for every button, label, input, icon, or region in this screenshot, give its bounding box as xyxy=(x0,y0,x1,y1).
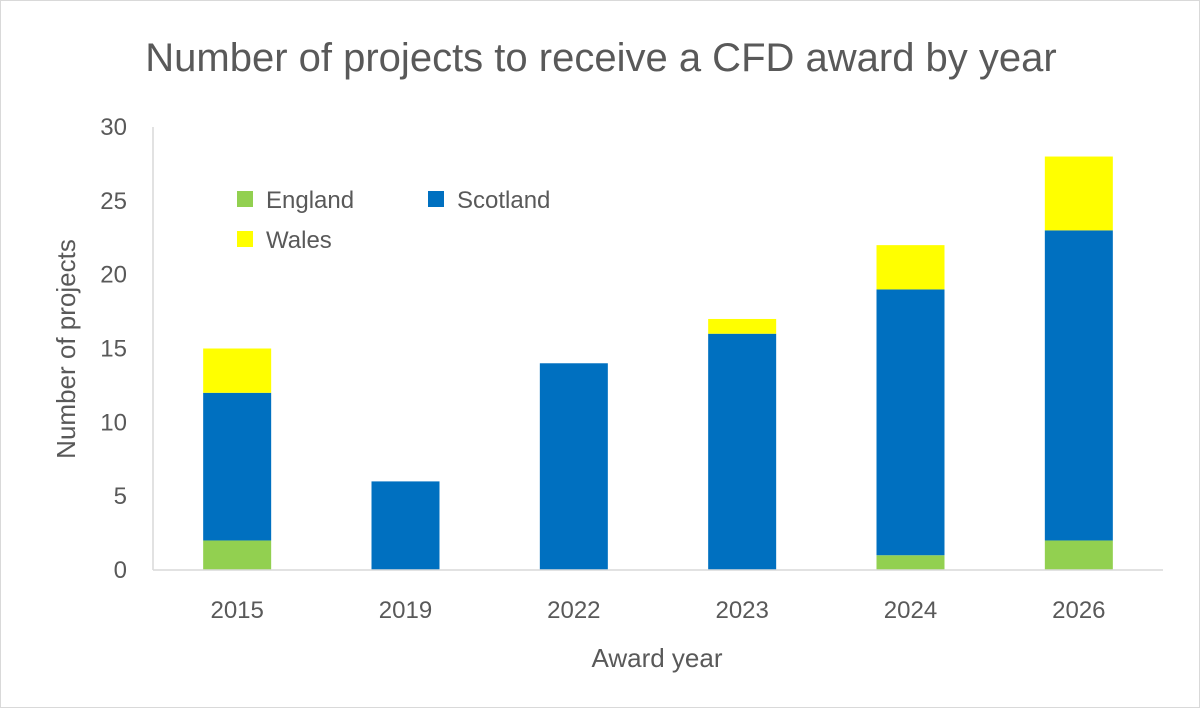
x-tick-label: 2019 xyxy=(379,597,432,624)
y-tick-label: 10 xyxy=(100,409,127,436)
bar-wales-2026 xyxy=(1044,156,1113,231)
x-axis-title: Award year xyxy=(591,643,722,673)
legend-swatch-scotland xyxy=(428,191,444,207)
bar-scotland-2022 xyxy=(539,363,608,570)
legend-label-wales: Wales xyxy=(266,227,332,254)
legend-swatch-wales xyxy=(237,231,253,247)
bar-england-2026 xyxy=(1044,540,1113,570)
legend-swatch-england xyxy=(237,191,253,207)
y-tick-label: 20 xyxy=(100,262,127,289)
bar-scotland-2019 xyxy=(371,481,440,570)
x-tick-label: 2024 xyxy=(884,597,937,624)
bar-scotland-2015 xyxy=(203,392,272,541)
y-tick-label: 25 xyxy=(100,188,127,215)
x-tick-label: 2015 xyxy=(210,597,263,624)
bar-england-2015 xyxy=(203,540,272,570)
chart-title: Number of projects to receive a CFD awar… xyxy=(145,36,1056,80)
bar-scotland-2024 xyxy=(876,289,945,556)
y-axis-ticks: 0 5 10 15 20 25 30 xyxy=(100,114,127,584)
x-tick-label: 2023 xyxy=(715,597,768,624)
legend: England Scotland Wales xyxy=(237,187,550,254)
x-tick-label: 2026 xyxy=(1052,597,1105,624)
bars xyxy=(203,156,1113,570)
legend-label-scotland: Scotland xyxy=(457,187,550,214)
bar-scotland-2026 xyxy=(1044,230,1113,541)
y-tick-label: 0 xyxy=(114,557,127,584)
bar-england-2024 xyxy=(876,555,945,570)
x-tick-label: 2022 xyxy=(547,597,600,624)
y-axis-title: Number of projects xyxy=(51,239,81,459)
legend-label-england: England xyxy=(266,187,354,214)
y-tick-label: 5 xyxy=(114,483,127,510)
x-axis-ticks: 2015 2019 2022 2023 2024 2026 xyxy=(210,597,1105,624)
bar-scotland-2023 xyxy=(708,333,777,570)
bar-wales-2015 xyxy=(203,348,272,393)
y-tick-label: 30 xyxy=(100,114,127,141)
y-tick-label: 15 xyxy=(100,336,127,363)
bar-wales-2023 xyxy=(708,318,777,334)
bar-wales-2024 xyxy=(876,245,945,290)
